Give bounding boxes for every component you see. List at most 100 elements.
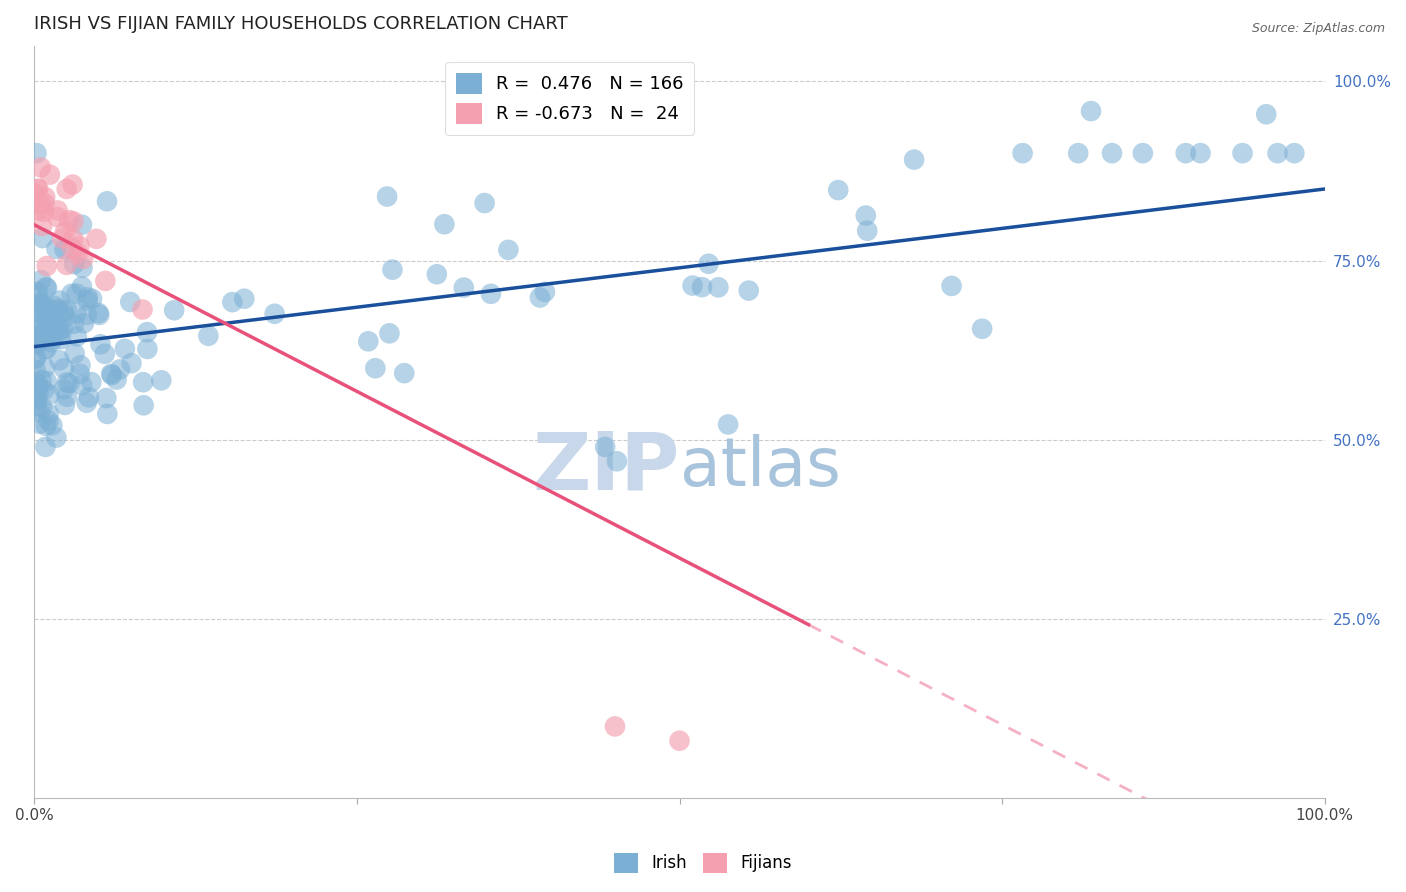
Point: [35, 302, 58, 317]
Point: [25, 351, 48, 365]
Point: [58, 213, 80, 227]
Point: [44, 299, 66, 313]
Point: [668, 733, 690, 747]
Point: [131, 302, 153, 317]
Point: [48, 327, 70, 342]
Point: [66, 246, 89, 260]
Point: [1067, 146, 1090, 161]
Point: [70, 218, 93, 232]
Point: [364, 361, 387, 376]
Point: [27, 182, 49, 196]
Point: [35, 342, 58, 356]
Point: [25, 392, 48, 407]
Point: [52, 361, 75, 376]
Point: [972, 322, 994, 336]
Point: [31, 401, 53, 415]
Point: [606, 454, 628, 468]
Point: [32, 383, 55, 397]
Point: [827, 183, 849, 197]
Point: [132, 398, 155, 412]
Point: [42, 317, 65, 331]
Point: [1256, 107, 1278, 121]
Point: [58, 376, 80, 391]
Point: [25, 331, 48, 345]
Point: [69, 239, 91, 253]
Point: [474, 196, 496, 211]
Point: [24, 378, 46, 392]
Point: [34, 360, 56, 375]
Point: [46, 210, 69, 224]
Point: [35, 374, 58, 388]
Point: [86, 232, 108, 246]
Point: [717, 417, 740, 432]
Point: [593, 440, 616, 454]
Point: [38, 414, 60, 428]
Point: [76, 290, 98, 304]
Point: [45, 431, 67, 445]
Point: [48, 353, 70, 368]
Point: [30, 315, 52, 329]
Point: [30, 161, 52, 175]
Point: [72, 260, 94, 275]
Point: [25, 286, 48, 301]
Point: [31, 219, 53, 233]
Point: [25, 146, 48, 161]
Point: [27, 392, 49, 407]
Point: [941, 279, 963, 293]
Point: [132, 376, 155, 390]
Point: [24, 351, 46, 366]
Point: [56, 302, 79, 317]
Point: [1011, 146, 1033, 161]
Point: [87, 306, 110, 320]
Text: atlas: atlas: [679, 434, 841, 500]
Point: [27, 298, 49, 312]
Point: [35, 280, 58, 294]
Point: [38, 323, 60, 337]
Point: [1101, 146, 1123, 161]
Point: [903, 153, 925, 167]
Point: [263, 307, 285, 321]
Point: [35, 310, 58, 324]
Point: [63, 257, 86, 271]
Point: [100, 367, 122, 381]
Point: [34, 342, 56, 356]
Point: [534, 285, 557, 299]
Point: [682, 278, 704, 293]
Point: [27, 377, 49, 392]
Point: [479, 286, 502, 301]
Point: [72, 252, 94, 266]
Point: [1189, 146, 1212, 161]
Point: [120, 295, 142, 310]
Point: [89, 308, 111, 322]
Point: [28, 203, 51, 218]
Point: [426, 267, 449, 281]
Point: [27, 285, 49, 299]
Point: [80, 375, 103, 389]
Legend: Irish, Fijians: Irish, Fijians: [607, 847, 799, 880]
Point: [25, 308, 48, 322]
Point: [80, 292, 103, 306]
Point: [28, 335, 51, 350]
Point: [38, 168, 60, 182]
Point: [63, 317, 86, 331]
Point: [46, 302, 69, 317]
Point: [34, 440, 56, 454]
Point: [136, 325, 159, 339]
Point: [27, 182, 49, 196]
Point: [55, 376, 77, 390]
Point: [53, 382, 76, 396]
Point: [46, 325, 69, 339]
Point: [357, 334, 380, 349]
Point: [707, 280, 730, 294]
Point: [150, 373, 173, 387]
Point: [28, 328, 51, 343]
Point: [70, 378, 93, 392]
Point: [35, 281, 58, 295]
Point: [25, 376, 48, 390]
Point: [453, 280, 475, 294]
Point: [52, 321, 75, 335]
Point: [1232, 146, 1254, 161]
Point: [114, 342, 136, 356]
Point: [41, 335, 63, 350]
Point: [34, 190, 56, 204]
